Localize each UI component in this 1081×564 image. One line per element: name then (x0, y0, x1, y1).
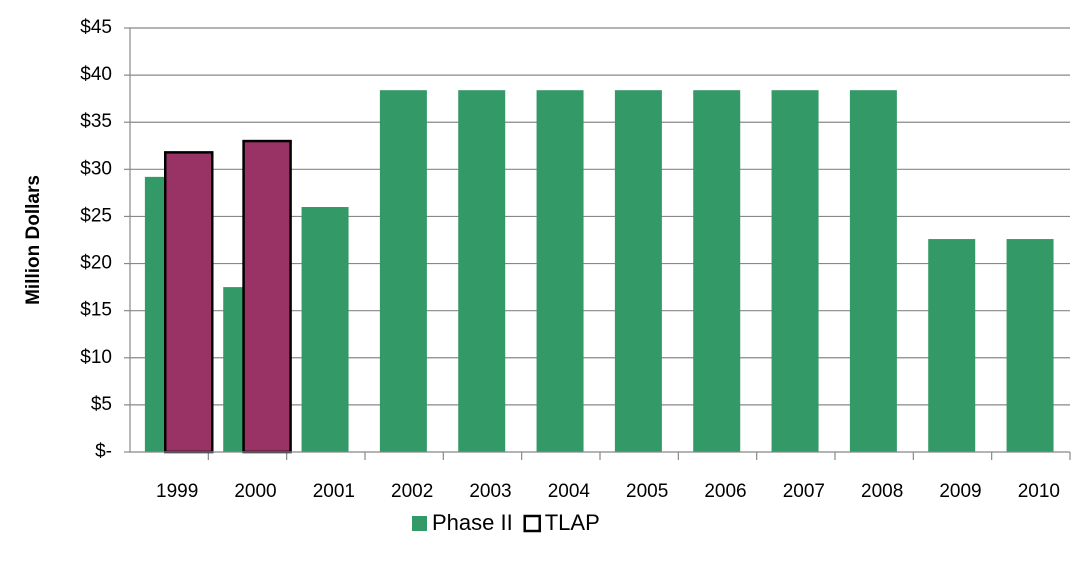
bar (849, 90, 897, 452)
y-tick-label: $5 (91, 394, 112, 415)
x-tick-label: 2008 (861, 481, 903, 502)
x-tick-label: 2005 (626, 481, 668, 502)
bar (379, 90, 427, 452)
legend-swatch (412, 516, 427, 531)
x-tick-label: 2001 (313, 481, 355, 502)
legend-label: TLAP (545, 510, 600, 535)
x-tick-label: 2003 (469, 481, 511, 502)
y-tick-label: $40 (80, 64, 112, 85)
bar (164, 151, 214, 454)
bar (928, 239, 976, 452)
y-tick-label: $- (95, 441, 112, 462)
bar (536, 90, 584, 452)
bar (301, 207, 349, 452)
x-tick-label: 2009 (939, 481, 981, 502)
x-tick-label: 2007 (783, 481, 825, 502)
y-tick-label: $10 (80, 347, 112, 368)
x-tick-label: 2004 (548, 481, 591, 502)
bar (242, 139, 292, 454)
bar (1006, 239, 1054, 452)
x-tick-label: 2002 (391, 481, 433, 502)
x-tick-label: 2010 (1018, 481, 1060, 502)
y-tick-label: $15 (80, 300, 112, 321)
y-tick-label: $45 (80, 17, 112, 38)
bar (458, 90, 506, 452)
y-tick-label: $25 (80, 205, 112, 226)
bar (614, 90, 662, 452)
bar (693, 90, 741, 452)
y-tick-label: $30 (80, 158, 112, 179)
x-tick-label: 2000 (234, 481, 276, 502)
y-tick-label: $35 (80, 111, 112, 132)
y-tick-label: $20 (80, 253, 112, 274)
bar (771, 90, 819, 452)
x-tick-label: 2006 (704, 481, 746, 502)
legend-swatch (523, 514, 541, 533)
y-axis-label: Million Dollars (23, 175, 44, 305)
legend-label: Phase II (432, 510, 513, 535)
x-tick-label: 1999 (156, 481, 198, 502)
